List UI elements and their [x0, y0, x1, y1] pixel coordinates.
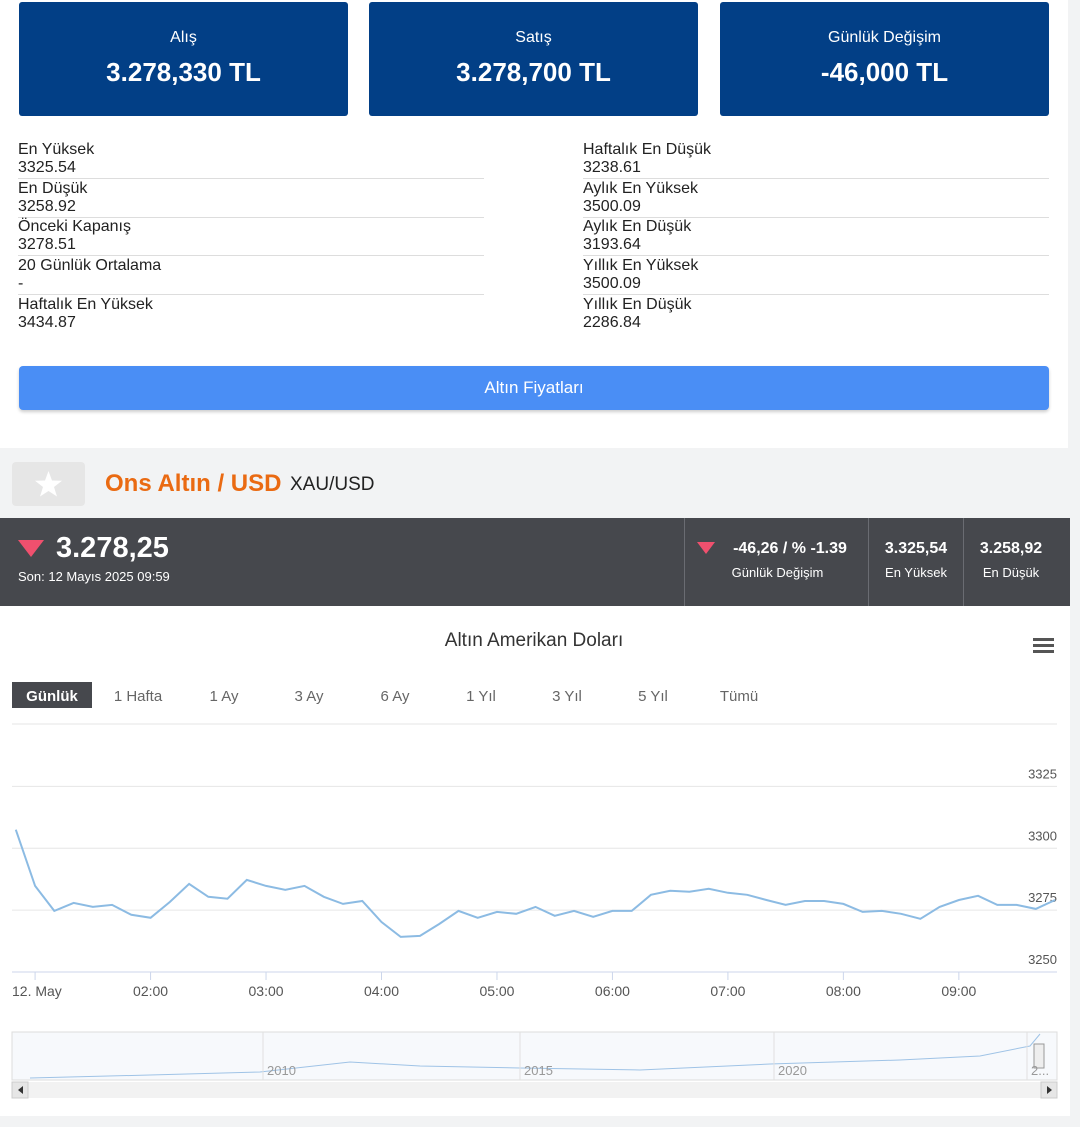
day-high: 3.325,54 [884, 540, 948, 557]
price-card: Satış 3.278,700 TL [369, 2, 698, 116]
card-label: Alış [170, 29, 197, 46]
instrument-symbol: XAU/USD [290, 474, 375, 495]
y-tick-label: 3250 [1028, 952, 1057, 967]
range-button[interactable]: 3 Yıl [552, 688, 582, 705]
stat-row: En Yüksek 3325.54 [18, 141, 484, 179]
x-tick-label: 07:00 [710, 983, 745, 999]
menu-icon[interactable] [1033, 638, 1054, 653]
stat-row: Aylık En Yüksek 3500.09 [583, 180, 1049, 218]
range-button[interactable]: Tümü [720, 688, 758, 705]
divider [963, 518, 964, 606]
stat-label: Aylık En Düşük [583, 218, 692, 236]
stat-value: 3258.92 [18, 197, 76, 215]
stat-row: Yıllık En Düşük 2286.84 [583, 296, 1049, 334]
card-label: Günlük Değişim [828, 29, 941, 46]
x-tick-label: 02:00 [133, 983, 168, 999]
stat-label: Yıllık En Düşük [583, 295, 692, 313]
gold-prices-button[interactable]: Altın Fiyatları [19, 366, 1049, 410]
navigator-label: 2... [1031, 1063, 1049, 1078]
stat-label: En Düşük [18, 179, 88, 197]
x-tick-label: 12. May [12, 983, 62, 999]
stat-value: 3500.09 [583, 275, 641, 293]
navigator [11, 1031, 1058, 1081]
y-tick-label: 3325 [1028, 766, 1057, 781]
day-low: 3.258,92 [979, 540, 1043, 557]
card-value: 3.278,330 TL [106, 57, 261, 87]
x-tick-label: 08:00 [826, 983, 861, 999]
range-selected[interactable] [12, 682, 92, 708]
down-arrow [697, 542, 715, 554]
x-tick-label: 04:00 [364, 983, 399, 999]
card-value: 3.278,700 TL [456, 57, 611, 87]
price-card: Günlük Değişim -46,000 TL [720, 2, 1049, 116]
chart: Altın Amerikan Doları Günlük 1 Hafta 1 Ay 3… [11, 630, 1058, 1099]
stat-label: Önceki Kapanış [18, 218, 131, 236]
favorite-button[interactable] [12, 462, 85, 506]
stat-value: 3434.87 [18, 313, 76, 331]
stat-row: Haftalık En Düşük 3238.61 [583, 141, 1049, 179]
stat-row: Yıllık En Yüksek 3500.09 [583, 257, 1049, 296]
range-button[interactable]: Günlük [26, 688, 78, 705]
down-arrow [18, 540, 44, 557]
day-high-label: En Yüksek [885, 565, 947, 580]
stat-value: 3278.51 [18, 236, 76, 254]
navigator-handle[interactable] [1033, 1043, 1045, 1069]
stat-value: 3325.54 [18, 159, 76, 176]
stat-row: 20 Günlük Ortalama - [18, 257, 484, 296]
stat-value: - [18, 275, 24, 293]
range-button[interactable]: 1 Hafta [114, 688, 163, 705]
navigator-label: 2010 [267, 1063, 296, 1078]
y-tick-label: 3275 [1028, 890, 1057, 905]
stat-row: En Düşük 3258.92 [18, 180, 484, 218]
x-tick-label: 05:00 [479, 983, 514, 999]
scroll-right-arrow [1047, 1086, 1052, 1094]
day-low-label: En Düşük [982, 565, 1040, 580]
stat-label: Haftalık En Yüksek [18, 295, 153, 313]
quote-bar: 3.278,25 Son: 12 Mayıs 2025 09:59 -46,26… [0, 518, 1070, 606]
divider [868, 518, 869, 606]
daily-change: -46,26 / % -1.39 [733, 540, 847, 557]
stat-label: Yıllık En Yüksek [583, 257, 699, 275]
daily-change-label: Günlük Değişim [731, 565, 824, 580]
star-icon [35, 471, 62, 497]
navigator-label: 2020 [778, 1063, 807, 1078]
price-line [14, 829, 1056, 938]
stat-label: Haftalık En Düşük [583, 141, 712, 158]
range-button[interactable]: 1 Yıl [466, 688, 496, 705]
scroll-left-arrow [18, 1086, 23, 1094]
card-value: -46,000 TL [820, 57, 949, 87]
stat-value: 2286.84 [583, 313, 641, 331]
last-time: Son: 12 Mayıs 2025 09:59 [18, 569, 170, 584]
instrument-name: Ons Altın / USD [105, 470, 282, 497]
range-button[interactable]: 5 Yıl [638, 688, 668, 705]
price: 3.278,25 [56, 532, 169, 564]
scrollbar[interactable] [12, 1082, 1057, 1098]
stat-label: Aylık En Yüksek [583, 179, 699, 197]
range-button[interactable]: 6 Ay [381, 688, 410, 705]
x-tick-label: 09:00 [941, 983, 976, 999]
stat-value: 3193.64 [583, 236, 641, 254]
x-tick-label: 03:00 [249, 983, 284, 999]
chart-title: Altın Amerikan Doları [445, 630, 623, 651]
divider [684, 518, 685, 606]
stat-row: Haftalık En Yüksek 3434.87 [18, 296, 484, 334]
card-label: Satış [515, 29, 552, 46]
range-button[interactable]: 3 Ay [295, 688, 324, 705]
stat-label: 20 Günlük Ortalama [18, 257, 162, 275]
stat-label: En Yüksek [18, 141, 95, 158]
navigator-label: 2015 [524, 1063, 553, 1078]
x-tick-label: 06:00 [595, 983, 630, 999]
y-tick-label: 3300 [1028, 828, 1057, 843]
stat-row: Önceki Kapanış 3278.51 [18, 218, 484, 257]
navigator-line [29, 1033, 1041, 1079]
price-card: Alış 3.278,330 TL [19, 2, 348, 116]
stat-value: 3238.61 [583, 159, 641, 176]
stat-value: 3500.09 [583, 197, 641, 215]
chart-panel: Altın Amerikan Doları Günlük 1 Hafta 1 Ay 3… [0, 606, 1070, 1116]
stat-row: Aylık En Düşük 3193.64 [583, 218, 1049, 257]
range-button[interactable]: 1 Ay [210, 688, 239, 705]
